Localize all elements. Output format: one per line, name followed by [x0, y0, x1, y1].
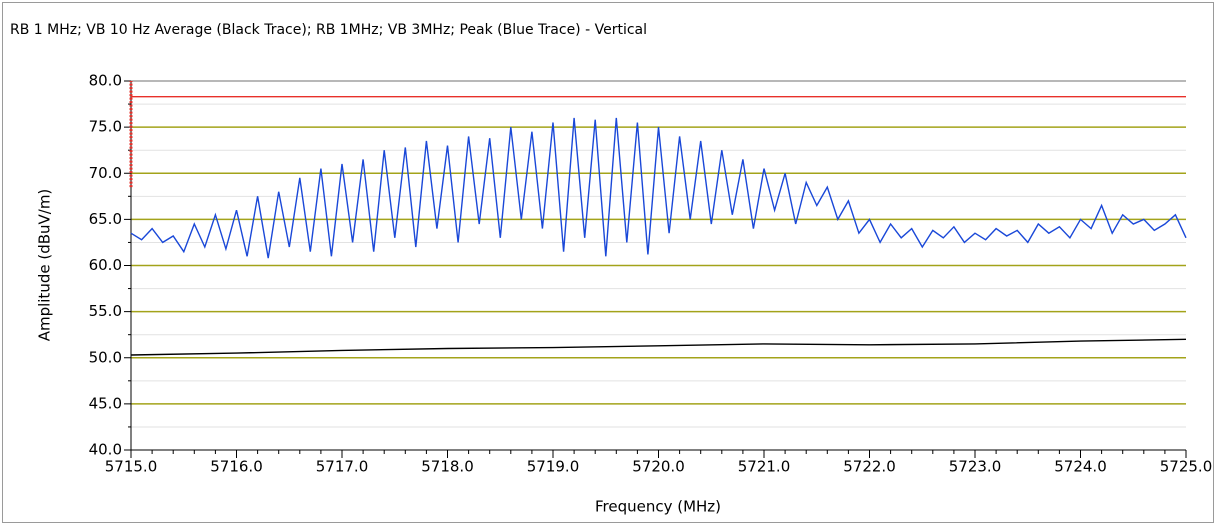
x-tick-label: 5715.0 [105, 458, 158, 476]
y-tick-label: 80.0 [89, 72, 122, 90]
x-tick-label: 5724.0 [1054, 458, 1107, 476]
trace [130, 338, 1187, 356]
y-tick-label: 50.0 [89, 348, 122, 366]
x-tick-label: 5717.0 [316, 458, 369, 476]
y-tick-label: 45.0 [89, 394, 122, 412]
x-tick-label: 5716.0 [210, 458, 263, 476]
y-tick-label: 40.0 [89, 441, 122, 459]
chart-title: RB 1 MHz; VB 10 Hz Average (Black Trace)… [10, 22, 647, 38]
x-axis-label: Frequency (MHz) [595, 498, 721, 516]
x-tick-label: 5722.0 [843, 458, 896, 476]
x-tick-label: 5721.0 [738, 458, 791, 476]
y-tick-label: 55.0 [89, 302, 122, 320]
x-tick-label: 5723.0 [949, 458, 1002, 476]
y-tick-label: 65.0 [89, 210, 122, 228]
x-tick-label: 5720.0 [632, 458, 685, 476]
y-axis-label: Amplitude (dBuV/m) [36, 189, 54, 342]
y-tick-label: 75.0 [89, 118, 122, 136]
x-tick-label: 5718.0 [421, 458, 474, 476]
y-tick-label: 70.0 [89, 164, 122, 182]
x-tick-label: 5725.0 [1160, 458, 1213, 476]
y-tick-label: 60.0 [89, 256, 122, 274]
x-tick-label: 5719.0 [527, 458, 580, 476]
trace [130, 117, 1187, 259]
